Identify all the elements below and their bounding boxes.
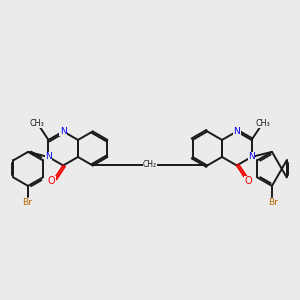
Text: N: N: [60, 127, 67, 136]
Text: Br: Br: [268, 198, 278, 207]
Text: O: O: [244, 176, 252, 186]
Text: CH₃: CH₃: [256, 118, 271, 127]
Text: N: N: [248, 152, 255, 161]
Text: Br: Br: [22, 198, 32, 207]
Text: CH₂: CH₂: [143, 160, 157, 169]
Text: N: N: [233, 127, 240, 136]
Text: O: O: [48, 176, 56, 186]
Text: N: N: [45, 152, 52, 161]
Text: CH₃: CH₃: [29, 118, 44, 127]
